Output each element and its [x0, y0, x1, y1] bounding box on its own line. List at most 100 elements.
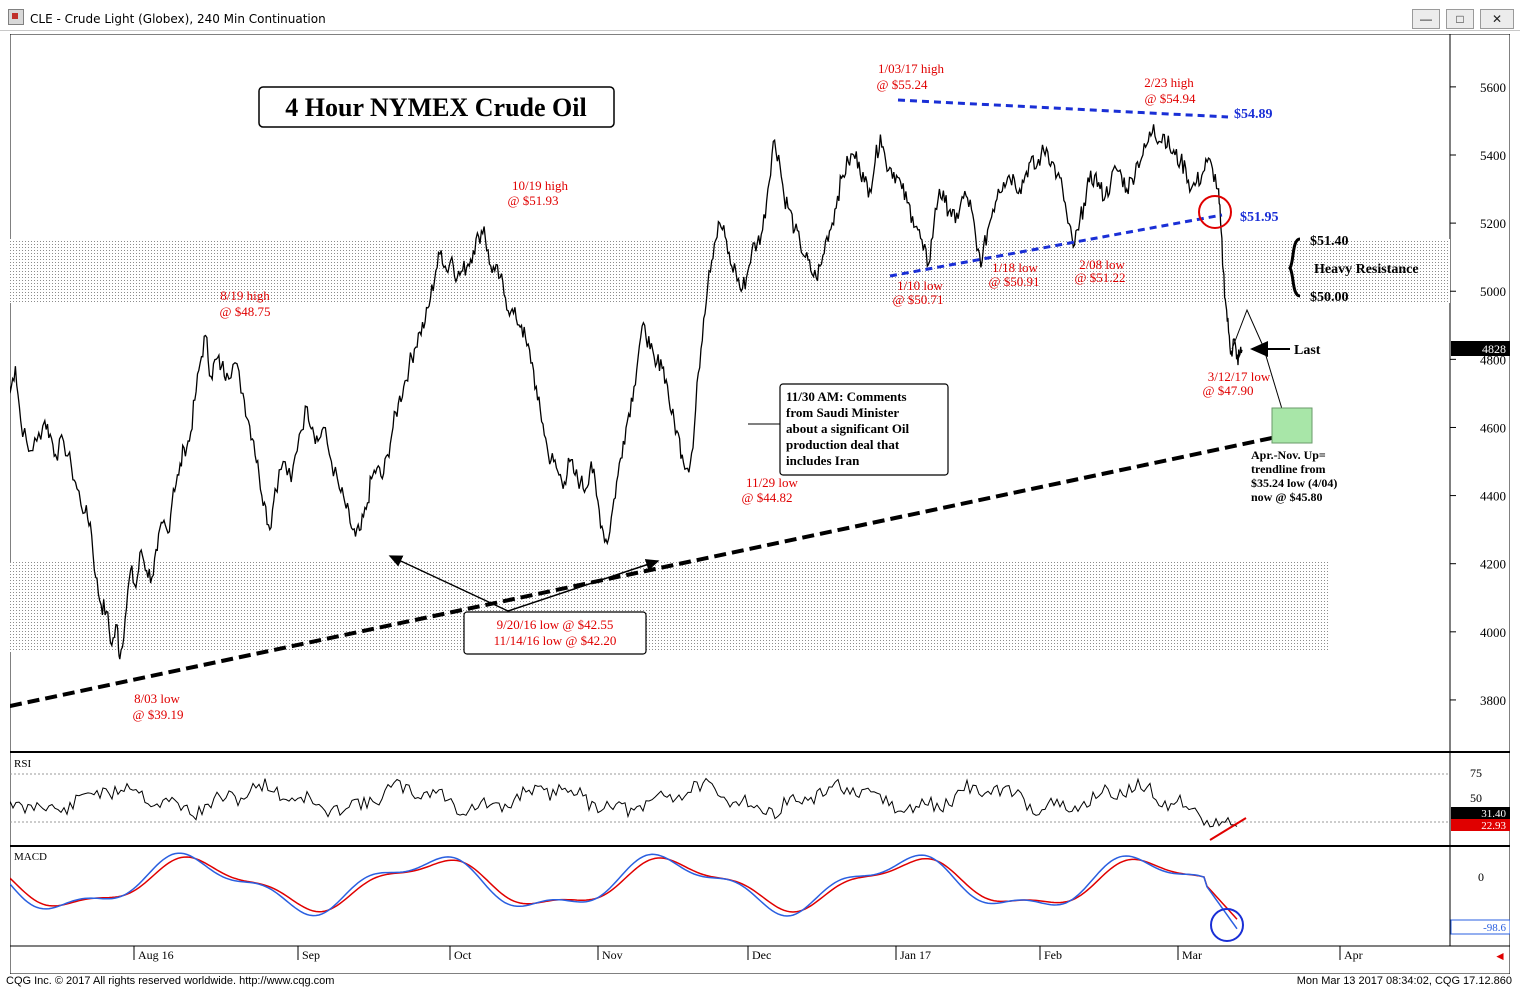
chart-canvas[interactable]: 3800 4000 4200 4400 4600 4800 5000 5200 5400 5600… [10, 34, 1510, 974]
breakdown-circle [1198, 195, 1232, 229]
rsi-signal-badge [1451, 819, 1510, 831]
price-series-line [10, 124, 1243, 660]
y-tick-label: 4400 [1480, 489, 1506, 504]
label-0208-low-value: @ $51.22 [1075, 270, 1126, 285]
label-0803-low: 8/03 low [134, 691, 180, 706]
resistance-label: Heavy Resistance [1314, 262, 1419, 277]
label-0819-high-value: @ $48.75 [220, 304, 271, 319]
rsi-tick-50: 50 [1470, 791, 1482, 805]
scroll-left-icon[interactable]: ◄ [1494, 949, 1506, 963]
close-button[interactable]: ✕ [1480, 9, 1514, 29]
last-value-text: 4828 [1482, 342, 1506, 356]
support-trend-value: $51.95 [1240, 210, 1279, 225]
copyright-footer: CQG Inc. © 2017 All rights reserved worl… [6, 975, 335, 987]
saudi-line-5: includes Iran [786, 453, 860, 468]
chart-title: 4 Hour NYMEX Crude Oil [285, 93, 586, 122]
macd-signal-line [10, 856, 1238, 920]
lows-callout-line-1: 9/20/16 low @ $42.55 [497, 617, 614, 632]
x-tick-label: Feb [1044, 948, 1062, 962]
y-tick-label: 5200 [1480, 216, 1506, 231]
chart-title-box [258, 86, 615, 128]
label-0819-high: 8/19 high [220, 288, 270, 303]
label-0118-low: 1/18 low [992, 260, 1038, 275]
label-0312-low: 3/12/17 low [1208, 369, 1271, 384]
rsi-series-line [10, 777, 1238, 828]
saudi-line-2: from Saudi Minister [786, 405, 899, 420]
chart-area[interactable]: 3800 4000 4200 4400 4600 4800 5000 5200 5400 5600… [10, 34, 1510, 974]
timestamp-footer: Mon Mar 13 2017 08:34:02, CQG 17.12.860 [1296, 975, 1512, 987]
trend-note-line-1: Apr.-Nov. Up= [1251, 448, 1326, 462]
label-0103-high: 1/03/17 high [878, 61, 945, 76]
lows-callout-line-2: 11/14/16 low @ $42.20 [494, 633, 617, 648]
label-0103-high-value: @ $55.24 [877, 77, 928, 92]
label-1129-low: 11/29 low [746, 475, 798, 490]
label-0110-low-value: @ $50.71 [893, 292, 944, 307]
trend-note-line-2: trendline from [1251, 462, 1326, 476]
label-1019-high-value: @ $51.93 [508, 193, 559, 208]
minimize-button[interactable]: — [1412, 9, 1440, 29]
x-tick-label: Apr [1344, 948, 1363, 962]
arrow-1114-low [507, 559, 660, 612]
y-tick-label: 5600 [1480, 80, 1506, 95]
y-tick-label: 4600 [1480, 420, 1506, 435]
macd-low-circle [1210, 908, 1244, 942]
label-0110-low: 1/10 low [897, 278, 943, 293]
macd-value-text: -98.6 [1483, 922, 1506, 934]
label-1019-high: 10/19 high [512, 178, 568, 193]
label-0223-high: 2/23 high [1144, 75, 1194, 90]
saudi-line-3: about a significant Oil [786, 421, 910, 436]
macd-tick-0: 0 [1478, 870, 1484, 884]
label-1129-low-value: @ $44.82 [742, 490, 793, 505]
price-y-axis: 3800 4000 4200 4400 4600 4800 5000 5200 5400 5600 [1450, 80, 1506, 708]
resistance-high-value: $51.40 [1310, 234, 1349, 249]
x-tick-label: Dec [752, 948, 771, 962]
y-tick-label: 5400 [1480, 148, 1506, 163]
label-0312-low-value: @ $47.90 [1203, 383, 1254, 398]
target-zone-box [1271, 407, 1313, 444]
x-tick-label: Jan 17 [900, 948, 931, 962]
lows-callout-box [463, 611, 647, 655]
time-x-axis: Aug 16 Sep Oct Nov Dec Jan 17 Feb Mar Apr [133, 946, 1363, 962]
label-0118-low-value: @ $50.91 [989, 274, 1040, 289]
y-tick-label: 4000 [1480, 625, 1506, 640]
macd-value-badge [1450, 919, 1510, 935]
x-tick-label: Sep [302, 948, 320, 962]
window-title: CLE - Crude Light (Globex), 240 Min Cont… [30, 12, 326, 26]
trend-note-line-4: now @ $45.80 [1251, 490, 1323, 504]
rsi-tick-75: 75 [1470, 766, 1482, 780]
resistance-brace [1288, 237, 1301, 298]
resistance-zone [10, 239, 1450, 303]
x-tick-label: Mar [1182, 948, 1202, 962]
macd-line [10, 852, 1238, 930]
x-tick-label: Oct [454, 948, 472, 962]
resistance-trend-value: $54.89 [1234, 107, 1273, 122]
label-0803-low-value: @ $39.19 [133, 707, 184, 722]
last-price-label: Last [1294, 343, 1321, 358]
macd-title: MACD [14, 851, 47, 863]
y-tick-label: 4200 [1480, 557, 1506, 572]
y-tick-label: 3800 [1480, 693, 1506, 708]
saudi-callout-box [779, 383, 949, 476]
window-titlebar: CLE - Crude Light (Globex), 240 Min Cont… [0, 0, 1520, 31]
saudi-line-1: 11/30 AM: Comments [786, 389, 907, 404]
arrow-0920-low [388, 555, 509, 612]
x-tick-label: Nov [602, 948, 623, 962]
saudi-line-4: production deal that [786, 437, 900, 452]
projected-bounce-path [1231, 308, 1264, 350]
rsi-value-text: 31.40 [1481, 808, 1506, 820]
x-tick-label: Aug 16 [138, 948, 174, 962]
rsi-title: RSI [14, 758, 31, 770]
high-low-annotations: 8/19 high @ $48.75 10/19 high @ $51.93 1… [133, 61, 1271, 722]
label-0208-low: 2/08 low [1079, 257, 1125, 272]
label-0223-high-value: @ $54.94 [1145, 91, 1196, 106]
y-tick-label: 5000 [1480, 284, 1506, 299]
y-tick-label: 4800 [1480, 352, 1506, 367]
resistance-low-value: $50.00 [1310, 290, 1349, 305]
maximize-button[interactable]: □ [1446, 9, 1474, 29]
rsi-signal-text: 22.93 [1481, 820, 1506, 832]
support-zone [10, 562, 1330, 652]
rsi-divergence-line [1209, 817, 1247, 841]
saudi-callout-text: 11/30 AM: Comments from Saudi Minister a… [786, 389, 910, 468]
last-value-badge [1451, 341, 1510, 356]
app-icon [8, 9, 24, 25]
